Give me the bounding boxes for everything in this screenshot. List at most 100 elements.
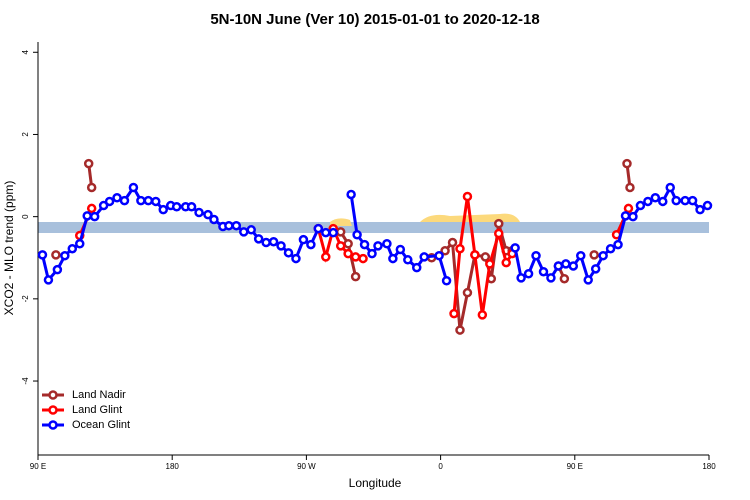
point (224, 220, 234, 231)
x-tick-label: 0 (438, 462, 443, 471)
y-tick-label: -4 (21, 377, 30, 385)
x-tick-label: 180 (702, 462, 716, 471)
point (403, 255, 413, 265)
point (546, 273, 556, 283)
ocean-band (38, 222, 709, 233)
point (89, 211, 100, 222)
point (447, 237, 458, 248)
point (86, 203, 97, 214)
point (695, 204, 705, 215)
point (51, 250, 61, 260)
point (98, 200, 109, 211)
point (283, 248, 294, 258)
point (261, 237, 271, 248)
point (523, 269, 534, 279)
map-band (38, 213, 709, 233)
point (434, 250, 444, 261)
point (158, 204, 169, 215)
point (83, 158, 94, 169)
point (538, 266, 549, 277)
point (643, 196, 653, 207)
point (516, 273, 526, 283)
point (620, 211, 631, 221)
x-tick-label: 90 W (297, 462, 316, 471)
series-line (87, 163, 632, 331)
point (605, 243, 616, 254)
point (650, 192, 661, 203)
point (346, 189, 356, 200)
point (246, 225, 256, 235)
x-tick-label: 90 E (30, 462, 46, 471)
point (440, 246, 450, 256)
point (43, 275, 54, 285)
x-tick-label: 180 (166, 462, 180, 471)
point (321, 227, 331, 238)
point (553, 261, 564, 271)
point (86, 182, 97, 193)
point (419, 252, 429, 262)
point (112, 192, 122, 203)
point (477, 310, 488, 320)
point (658, 196, 668, 207)
point (298, 234, 309, 245)
point (203, 209, 213, 220)
point (350, 252, 361, 262)
point (231, 220, 242, 231)
point (687, 195, 698, 206)
point (671, 195, 681, 206)
point (470, 250, 480, 260)
point (635, 200, 646, 211)
point (82, 211, 92, 221)
chart-title: 5N-10N June (Ver 10) 2015-01-01 to 2020-… (210, 11, 539, 28)
x-tick-label: 90 E (567, 462, 583, 471)
point (373, 241, 383, 251)
point (335, 227, 346, 237)
point (143, 195, 154, 206)
point (480, 252, 491, 262)
y-tick-label: 2 (21, 132, 30, 137)
point (625, 182, 635, 193)
y-axis-label: XCO2 - MLO trend (ppm) (2, 181, 16, 316)
point (510, 243, 520, 253)
point (623, 203, 634, 214)
point (485, 259, 495, 269)
legend-label: Land Glint (72, 404, 122, 416)
point (343, 239, 353, 249)
point (494, 228, 504, 239)
point (589, 250, 599, 260)
point (358, 253, 368, 264)
point (321, 252, 331, 262)
point (561, 259, 571, 269)
point (395, 244, 406, 255)
point (622, 158, 632, 169)
point (462, 287, 473, 298)
point (352, 229, 362, 240)
point (559, 273, 570, 284)
point (52, 264, 63, 275)
point (75, 239, 85, 249)
point (367, 248, 377, 259)
point (680, 195, 690, 206)
point (590, 264, 601, 274)
point (411, 262, 422, 273)
point (194, 207, 204, 218)
point (171, 202, 182, 212)
x-axis-label: Longitude (349, 476, 402, 490)
point (441, 276, 452, 286)
point (60, 250, 70, 261)
point (37, 250, 48, 260)
point (455, 325, 465, 335)
point (388, 253, 398, 264)
point (628, 211, 638, 222)
legend-marker (48, 405, 58, 415)
point (576, 250, 586, 261)
legend-label: Ocean Glint (72, 419, 130, 431)
point (583, 275, 593, 285)
point (306, 239, 316, 250)
point (613, 239, 623, 250)
legend-label: Land Nadir (72, 389, 126, 401)
point (67, 243, 78, 254)
point (598, 250, 608, 261)
point (343, 248, 353, 259)
